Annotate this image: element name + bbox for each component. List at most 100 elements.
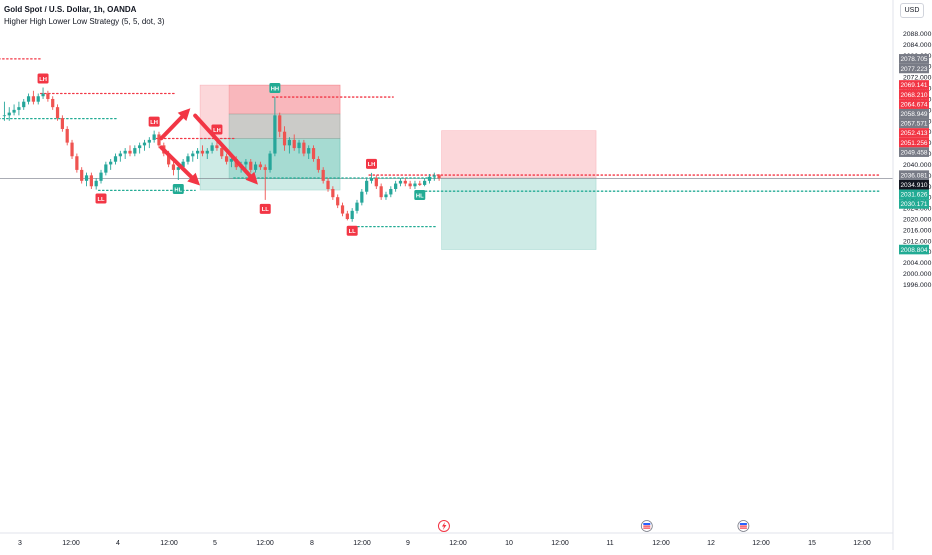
candle-body: [36, 96, 40, 102]
price-label-box: [899, 128, 929, 138]
price-label-text: 2051.256: [900, 140, 927, 147]
price-label-box: [899, 99, 929, 109]
y-tick-label: 2040.000: [903, 162, 932, 169]
x-tick-label: 12:00: [353, 540, 371, 547]
price-label-box: [899, 54, 929, 64]
candle-body: [394, 183, 398, 189]
candle-body: [311, 148, 316, 159]
candle-body: [403, 180, 407, 184]
flag-stripe-icon: [643, 525, 651, 527]
candles: [2, 87, 441, 222]
indicator-label[interactable]: Higher High Lower Low Strategy (5, 5, do…: [4, 17, 165, 26]
price-label-box: [899, 244, 929, 255]
candle-body: [7, 112, 11, 116]
x-tick-label: 9: [406, 540, 410, 547]
candle-body: [432, 175, 436, 177]
position-target-zone: [441, 177, 597, 250]
candle-body: [263, 167, 267, 170]
x-tick-label: 12:00: [551, 540, 569, 547]
candle-body: [282, 131, 287, 146]
swing-label-text: LL: [349, 229, 357, 235]
candle-body: [167, 153, 171, 165]
time-axis: 3 12:00 4 12:00 5 12:00 8 12:00 9 12:00 10 12:00 11 1…: [0, 532, 893, 547]
candle-body: [224, 156, 229, 162]
y-tick-label: 2004.000: [903, 260, 932, 267]
candle-body: [142, 142, 147, 146]
x-tick-label: 12:00: [652, 540, 670, 547]
candle-body: [200, 150, 205, 154]
candle-body: [220, 148, 224, 157]
candle-body: [41, 93, 45, 97]
currency-badge[interactable]: USD: [900, 3, 924, 18]
event-icons: [437, 520, 750, 532]
candle-body: [31, 96, 36, 102]
candle-body: [133, 148, 137, 154]
candle-body: [413, 183, 417, 187]
swing-label-text: LL: [262, 207, 270, 213]
x-tick-label: 12:00: [62, 540, 80, 547]
candle-body: [138, 145, 142, 149]
swing-label-box: [365, 158, 377, 169]
candle-body: [379, 186, 383, 198]
price-label-text: 2008.804: [900, 247, 927, 254]
price-label-box: [899, 108, 929, 119]
swing-label-box: [37, 73, 49, 84]
price-label-text: 2036.081: [900, 172, 927, 179]
candle-body: [340, 205, 345, 214]
candle-body: [118, 153, 122, 157]
candle-body: [408, 183, 412, 187]
arrow-head: [187, 172, 201, 186]
candle-body: [307, 148, 311, 154]
candle-body: [278, 115, 282, 132]
swing-label-text: LH: [39, 77, 47, 83]
x-tick-label: 4: [116, 540, 120, 547]
candle-body: [427, 176, 432, 181]
candle-body: [99, 172, 103, 181]
candle-body: [80, 169, 84, 181]
candle-body: [268, 153, 272, 170]
candle-body: [253, 164, 258, 170]
candle-body: [374, 178, 378, 187]
candle-body: [157, 134, 161, 146]
candle-body: [365, 180, 369, 192]
price-label-box: [899, 118, 929, 129]
swing-label-text: HL: [416, 193, 424, 199]
candle-body: [123, 150, 127, 154]
candle-body: [423, 180, 427, 185]
y-tick-label: 2024.000: [903, 206, 932, 213]
chart-title: Gold Spot / U.S. Dollar, 1h, OANDA: [4, 5, 137, 14]
position-stop-zone: [441, 130, 597, 179]
price-label-text: 2031.626: [900, 192, 927, 199]
candle-body: [26, 96, 31, 102]
candle-body: [84, 175, 89, 181]
candle-body: [321, 169, 325, 181]
y-tick-label: 2020.000: [903, 217, 932, 224]
candle-body: [181, 161, 185, 168]
candle-body: [229, 158, 234, 162]
swing-label-box: [148, 116, 160, 127]
candle-body: [287, 139, 291, 146]
x-tick-label: 12:00: [160, 540, 178, 547]
price-label-text: 2069.141: [900, 82, 927, 89]
candle-body: [336, 197, 340, 206]
x-tick-label: 12:00: [752, 540, 770, 547]
y-tick-label: 2012.000: [903, 238, 932, 245]
level-lines: [0, 58, 882, 228]
arrow-head: [245, 171, 258, 185]
candle-body: [51, 98, 55, 108]
swing-label-box: [269, 83, 281, 94]
candle-body: [384, 194, 388, 198]
price-label-text: 2057.571: [900, 121, 927, 128]
candle-body: [94, 180, 98, 187]
x-tick-label: 12:00: [256, 540, 274, 547]
flag-stripe-icon: [739, 525, 747, 527]
candle-body: [70, 142, 74, 157]
candle-body: [12, 109, 16, 113]
candle-body: [302, 142, 306, 154]
y-tick-label: 1996.000: [903, 282, 932, 289]
candle-body: [46, 93, 50, 99]
candle-body: [389, 188, 393, 195]
candle-body: [418, 183, 422, 185]
